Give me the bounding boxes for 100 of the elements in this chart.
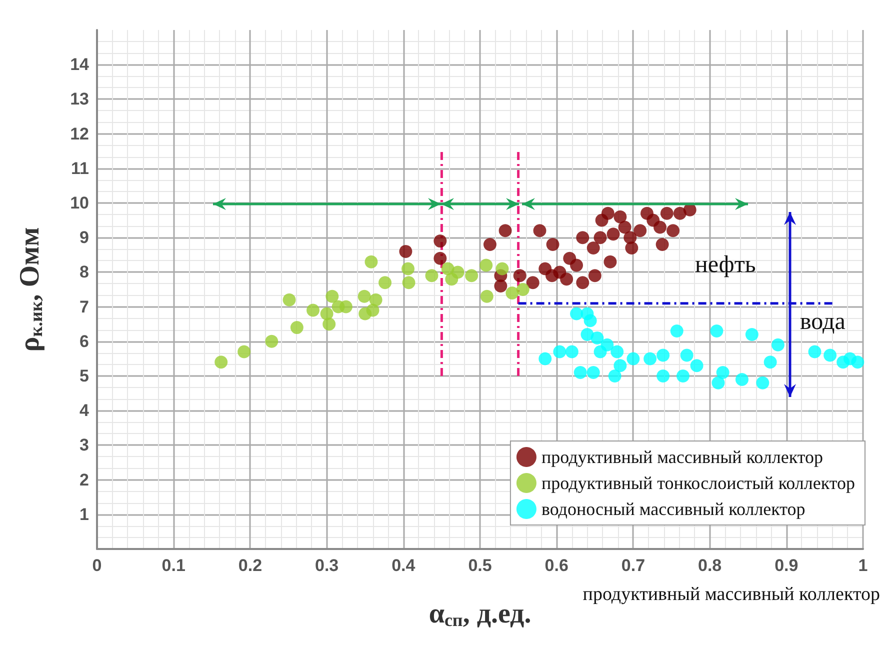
- point: [494, 280, 508, 293]
- point: [735, 372, 748, 386]
- point: [570, 307, 584, 320]
- point: [480, 258, 493, 272]
- point: [364, 255, 378, 268]
- x-tick-label: 1: [858, 556, 868, 575]
- y-tick-label: 10: [70, 194, 89, 212]
- y-tick-label: 14: [70, 55, 90, 74]
- point: [498, 224, 512, 238]
- point: [483, 238, 496, 252]
- point: [604, 255, 617, 268]
- point: [588, 269, 602, 282]
- point: [565, 345, 578, 358]
- text: продуктивный массивный коллектор: [582, 584, 880, 605]
- point: [843, 352, 856, 366]
- point: [656, 348, 670, 362]
- y-tick-label: 12: [70, 124, 89, 144]
- point: [654, 220, 667, 234]
- point: [614, 359, 627, 372]
- point: [745, 328, 758, 341]
- point: [644, 352, 657, 366]
- y-tick-label: 2: [80, 470, 89, 490]
- y-tick-label: 8: [80, 262, 89, 282]
- point: [306, 304, 320, 317]
- point: [586, 241, 600, 254]
- point: [756, 376, 770, 390]
- point: [290, 321, 304, 334]
- point: [580, 328, 594, 341]
- point: [574, 366, 587, 380]
- point: [676, 370, 690, 382]
- point: [606, 228, 620, 241]
- x-tick-label: 0.4: [392, 556, 416, 575]
- point: [402, 262, 414, 276]
- point: [610, 345, 624, 358]
- x-tick-label: 0: [92, 556, 102, 575]
- point: [590, 331, 604, 344]
- point: [594, 231, 607, 244]
- y-tick-label: 7: [80, 297, 89, 316]
- point: [506, 286, 519, 300]
- x-tick-label: 0.5: [468, 556, 492, 575]
- point: [480, 290, 494, 303]
- point: [265, 334, 278, 348]
- point: [399, 244, 412, 258]
- point: [560, 272, 574, 286]
- x-tick-label: 0.9: [774, 556, 798, 575]
- point: [238, 345, 251, 358]
- point: [369, 293, 382, 306]
- point: [584, 314, 597, 328]
- y-tick-label: 9: [80, 228, 89, 248]
- point: [673, 206, 686, 220]
- point: [614, 210, 627, 224]
- point: [358, 290, 371, 303]
- point: [576, 276, 590, 290]
- legend-label: водоносный массивный коллектор: [541, 499, 806, 519]
- point: [626, 352, 640, 366]
- annotation: нефть: [695, 252, 756, 278]
- point: [712, 376, 725, 390]
- point: [656, 238, 669, 252]
- point: [656, 370, 670, 382]
- point: [570, 258, 584, 272]
- point: [434, 252, 447, 265]
- point: [716, 366, 730, 380]
- x-tick-label: 0.8: [698, 556, 722, 575]
- point: [586, 366, 600, 380]
- point: [690, 359, 704, 372]
- x-tick-label: 0.1: [162, 556, 186, 575]
- point: [533, 224, 546, 238]
- y-tick-label: 3: [80, 436, 89, 455]
- point: [326, 290, 339, 303]
- point: [771, 338, 784, 352]
- point: [402, 276, 416, 290]
- point: [764, 356, 777, 369]
- point: [320, 307, 334, 320]
- point: [625, 241, 638, 254]
- point: [366, 304, 380, 317]
- x-tick-label: 0.6: [544, 556, 568, 575]
- point: [608, 370, 622, 382]
- point: [601, 206, 614, 220]
- point: [824, 348, 837, 362]
- annotation: вода: [800, 309, 846, 335]
- point: [434, 234, 447, 248]
- y-tick-label: 1: [80, 504, 89, 524]
- point: [634, 224, 647, 238]
- point: [710, 324, 724, 338]
- legend-label: продуктивный тонкослоистый коллектор: [541, 473, 856, 493]
- y-tick-label: 5: [80, 366, 89, 386]
- point: [516, 283, 530, 296]
- point: [214, 356, 228, 369]
- point: [594, 345, 607, 358]
- point: [339, 300, 352, 314]
- y-tick-label: 11: [71, 158, 89, 178]
- point: [576, 231, 590, 244]
- point: [322, 318, 336, 331]
- point: [538, 352, 552, 366]
- x-tick-label: 0.2: [238, 556, 262, 575]
- point: [425, 269, 438, 282]
- point: [670, 324, 684, 338]
- x-tick-label: 0.3: [314, 556, 339, 575]
- point: [618, 220, 632, 234]
- y-tick-label: 6: [80, 332, 89, 351]
